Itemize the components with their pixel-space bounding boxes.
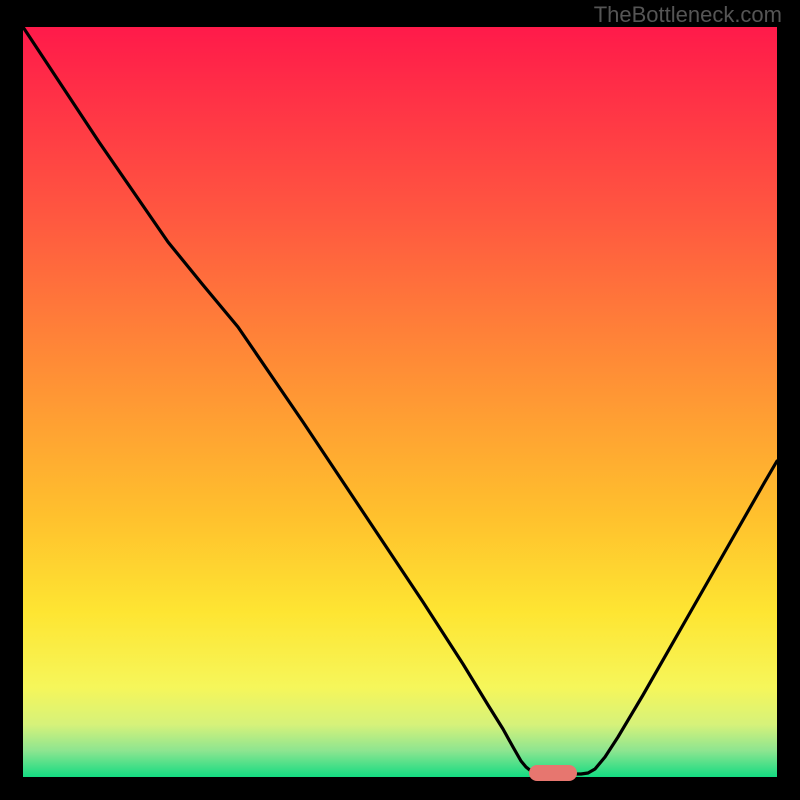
watermark-text: TheBottleneck.com	[594, 2, 782, 28]
bottleneck-curve	[23, 27, 777, 777]
curve-path	[23, 27, 777, 774]
optimum-marker	[529, 765, 577, 781]
